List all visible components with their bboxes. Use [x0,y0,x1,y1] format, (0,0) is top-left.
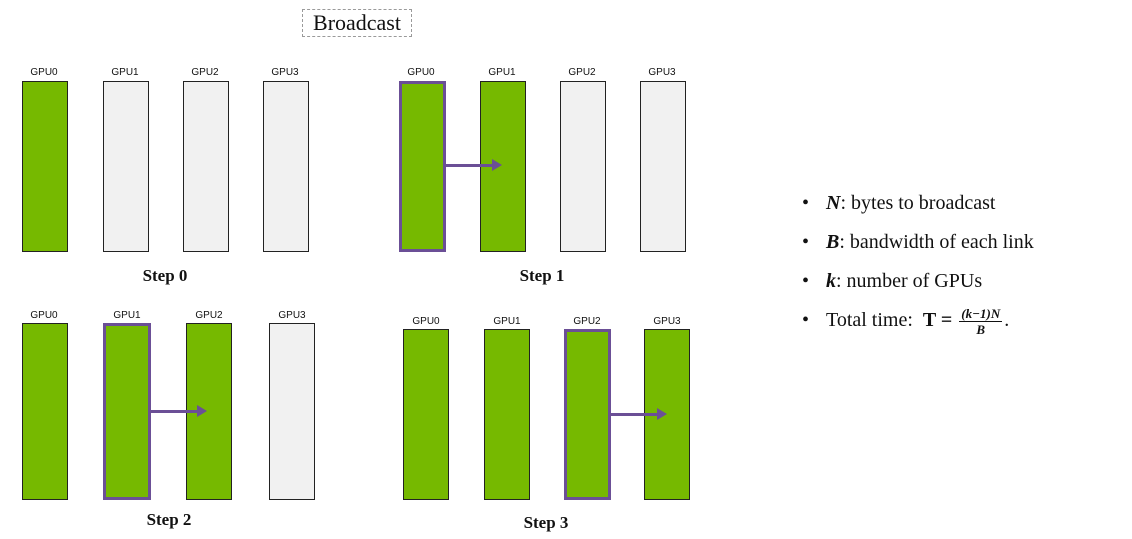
gpu3-label: GPU3 [278,310,306,321]
bullet-total-time: Total time: T = (k−1)NB. [802,301,1122,340]
gpu0-bar [22,81,68,252]
gpu0-label: GPU0 [412,316,440,327]
step-0-label: Step 0 [142,266,188,285]
gpu2-label: GPU2 [191,67,219,78]
gpu3-bar [640,81,686,252]
gpu1-bar [484,329,530,500]
fraction-numerator: (k−1)N [959,305,1003,322]
gpu0-bar [22,323,68,500]
gpu0-label: GPU0 [30,310,58,321]
gpu2-bar [560,81,606,252]
gpu2-bar [183,81,229,252]
gpu3-label: GPU3 [648,67,676,78]
bullet-n-text: : bytes to broadcast [840,192,996,214]
gpu0-label: GPU0 [407,67,435,78]
transfer-arrow [446,159,502,171]
total-time-lhs: T = [922,309,958,331]
bullet-b: B: bandwidth of each link [802,223,1122,262]
step-1-label: Step 1 [519,266,565,285]
gpu3-bar [263,81,309,252]
var-b: B [826,231,840,253]
gpu0-bar [403,329,449,500]
bullet-k: k: number of GPUs [802,262,1122,301]
transfer-arrow [611,408,667,420]
total-time-suffix: . [1004,309,1010,331]
step-3-label: Step 3 [523,513,569,532]
definitions-list: N: bytes to broadcast B: bandwidth of ea… [802,184,1122,340]
gpu0-bar [399,81,446,252]
diagram-title: Broadcast [302,9,412,37]
bullet-k-text: : number of GPUs [836,270,983,292]
gpu2-label: GPU2 [195,310,223,321]
gpu1-label: GPU1 [493,316,521,327]
gpu2-label: GPU2 [568,67,596,78]
gpu1-label: GPU1 [488,67,516,78]
bullet-b-text: : bandwidth of each link [839,231,1034,253]
gpu3-bar [269,323,315,500]
gpu2-label: GPU2 [573,316,601,327]
gpu3-label: GPU3 [271,67,299,78]
total-time-prefix: Total time: [826,309,923,331]
gpu0-label: GPU0 [30,67,58,78]
var-k: k [826,270,836,292]
gpu1-label: GPU1 [113,310,141,321]
gpu3-label: GPU3 [653,316,681,327]
gpu1-bar [103,323,151,500]
gpu1-label: GPU1 [111,67,139,78]
var-n: N [826,192,841,214]
total-time-fraction: (k−1)N B [959,305,1003,337]
bullet-n: N: bytes to broadcast [802,184,1122,223]
gpu1-bar [103,81,149,252]
transfer-arrow [151,405,207,417]
fraction-denominator: B [976,321,986,337]
gpu2-bar [564,329,611,500]
step-2-label: Step 2 [146,510,192,529]
